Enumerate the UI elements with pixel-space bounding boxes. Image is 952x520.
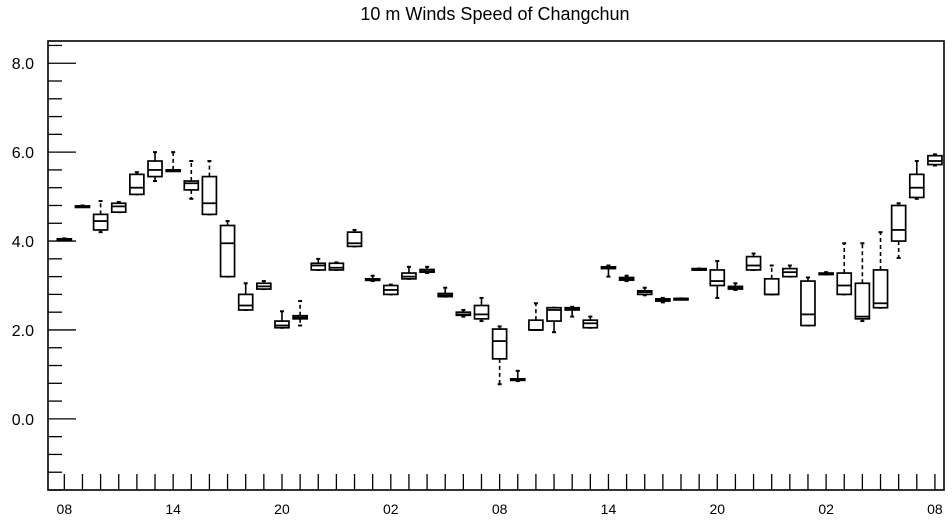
- plot-frame: [47, 40, 945, 491]
- x-tick-label: 02: [383, 501, 399, 517]
- box: [546, 306, 562, 322]
- x-tick-label: 02: [818, 501, 834, 517]
- box: [854, 282, 871, 320]
- box: [890, 204, 907, 242]
- box: [310, 262, 327, 271]
- box: [763, 277, 780, 296]
- x-tick-label: 14: [165, 501, 181, 517]
- box: [473, 304, 490, 320]
- box: [219, 224, 236, 278]
- box: [872, 269, 889, 309]
- box: [110, 202, 127, 214]
- x-tick-label: 08: [57, 501, 73, 517]
- box: [836, 272, 853, 296]
- box: [491, 328, 508, 360]
- box: [92, 213, 109, 231]
- box: [528, 319, 544, 331]
- x-tick-label: 20: [709, 501, 725, 517]
- box: [183, 180, 200, 191]
- box: [346, 231, 363, 248]
- x-tick-label: 08: [492, 501, 508, 517]
- box: [328, 262, 345, 271]
- box: [745, 255, 762, 271]
- box: [274, 320, 290, 329]
- box: [908, 173, 925, 199]
- y-tick-label: 8.0: [12, 56, 34, 73]
- y-tick-label: 4.0: [12, 234, 34, 251]
- x-tick-label: 08: [927, 501, 943, 517]
- y-tick-label: 6.0: [12, 145, 34, 162]
- box: [709, 269, 726, 287]
- box: [237, 293, 254, 311]
- box: [201, 175, 218, 216]
- box: [129, 173, 145, 196]
- y-tick-label: 0.0: [12, 412, 34, 429]
- x-tick-label: 20: [274, 501, 290, 517]
- x-tick-label: 14: [601, 501, 617, 517]
- box: [800, 280, 816, 327]
- chart-title: 10 m Winds Speed of Changchun: [360, 4, 630, 24]
- y-tick-label: 2.0: [12, 323, 34, 340]
- box: [147, 160, 163, 178]
